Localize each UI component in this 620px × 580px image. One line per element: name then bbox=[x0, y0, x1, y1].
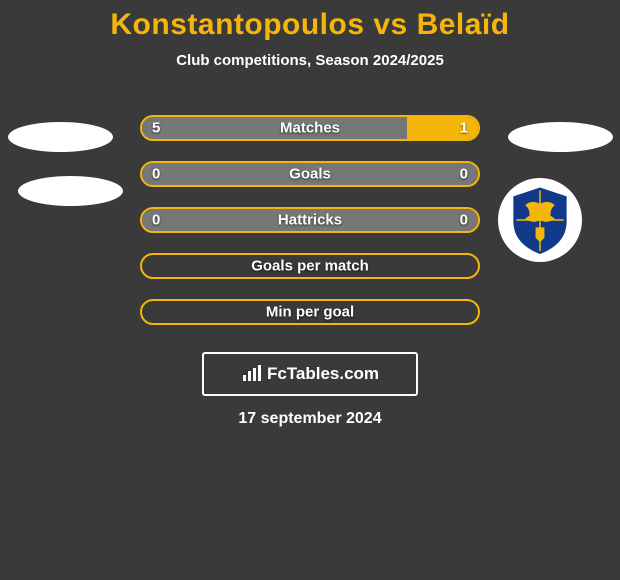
stat-right-value: 0 bbox=[460, 212, 468, 229]
barchart-icon bbox=[241, 365, 263, 383]
bar-right-fill bbox=[310, 163, 478, 185]
stat-right-value: 0 bbox=[460, 166, 468, 183]
stat-label: Hattricks bbox=[278, 212, 342, 229]
club-crest-icon bbox=[503, 183, 577, 257]
stat-label: Goals per match bbox=[251, 258, 369, 275]
player-right-avatar-1 bbox=[508, 122, 613, 152]
stat-left-value: 0 bbox=[152, 212, 160, 229]
stat-label: Goals bbox=[289, 166, 331, 183]
brand-text: FcTables.com bbox=[267, 364, 379, 384]
subtitle: Club competitions, Season 2024/2025 bbox=[0, 52, 620, 69]
stat-left-value: 0 bbox=[152, 166, 160, 183]
bar-left-fill bbox=[142, 117, 407, 139]
stat-label: Matches bbox=[280, 120, 340, 137]
stat-left-value: 5 bbox=[152, 120, 160, 137]
player-left-avatar-1 bbox=[8, 122, 113, 152]
club-badge-right bbox=[498, 178, 582, 262]
brand-badge: FcTables.com bbox=[202, 352, 418, 396]
stat-right-value: 1 bbox=[460, 120, 468, 137]
player-left-avatar-2 bbox=[18, 176, 123, 206]
stat-label: Min per goal bbox=[266, 304, 354, 321]
bar-left-fill bbox=[142, 163, 310, 185]
page-title: Konstantopoulos vs Belaïd bbox=[0, 0, 620, 42]
stat-row: Min per goal bbox=[0, 289, 620, 335]
date-text: 17 september 2024 bbox=[238, 410, 381, 428]
